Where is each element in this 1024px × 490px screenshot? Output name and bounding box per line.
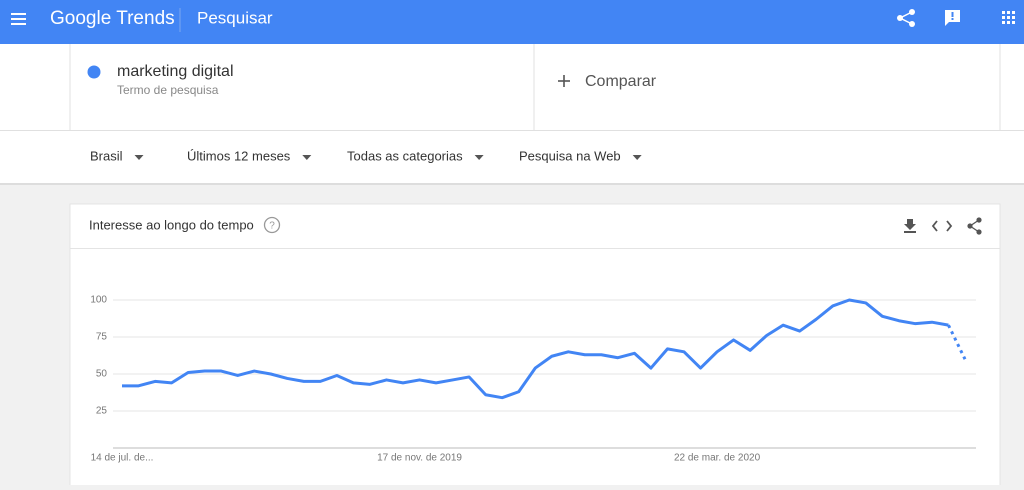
svg-text:?: ?	[269, 221, 275, 232]
share-chart-icon[interactable]	[967, 217, 982, 235]
filter-dropdown[interactable]: Últimos 12 meses	[187, 148, 291, 163]
header-bar	[0, 0, 1024, 44]
y-tick-label: 100	[90, 295, 107, 306]
logo[interactable]: Google Trends	[50, 8, 175, 29]
chart-card	[69, 203, 1001, 490]
compare-button[interactable]: Comparar	[585, 73, 657, 90]
y-tick-label: 75	[96, 332, 108, 343]
page-title: Pesquisar	[197, 8, 273, 27]
y-tick-label: 25	[96, 406, 108, 417]
shadow	[0, 183, 1024, 185]
term-type: Termo de pesquisa	[117, 83, 219, 97]
filter-dropdown[interactable]: Todas as categorias	[347, 148, 463, 163]
x-tick-label: 17 de nov. de 2019	[377, 453, 462, 464]
menu-icon[interactable]	[11, 13, 26, 25]
filter-dropdown[interactable]: Pesquisa na Web	[519, 148, 621, 163]
dropdown-arrow	[632, 155, 642, 160]
plot: 25 50 75 100 14 de jul. de... 17 de nov. de 2…	[90, 295, 976, 464]
share-icon[interactable]	[897, 9, 915, 27]
download-icon[interactable]	[904, 219, 916, 233]
plus-icon[interactable]	[558, 75, 570, 87]
dropdown-arrow	[134, 155, 144, 160]
x-tick-label: 22 de mar. de 2020	[674, 453, 761, 464]
apps-icon[interactable]	[1002, 11, 1015, 24]
dropdown-arrow	[474, 155, 484, 160]
y-tick-label: 50	[96, 369, 108, 380]
help-icon[interactable]: ?	[263, 216, 281, 234]
search-area	[0, 44, 1024, 183]
embed-icon[interactable]	[931, 220, 953, 232]
dropdown-arrow	[302, 155, 312, 160]
filter-dropdown[interactable]: Brasil	[90, 148, 123, 163]
term-dot	[87, 65, 101, 79]
x-tick-label: 14 de jul. de...	[91, 453, 154, 464]
search-term[interactable]: marketing digital	[117, 63, 234, 80]
trend-line	[122, 298, 949, 400]
feedback-icon[interactable]	[945, 10, 960, 26]
chart-title: Interesse ao longo do tempo	[89, 217, 254, 232]
filter-bar: Brasil Últimos 12 meses Todas as categoria…	[90, 148, 642, 163]
